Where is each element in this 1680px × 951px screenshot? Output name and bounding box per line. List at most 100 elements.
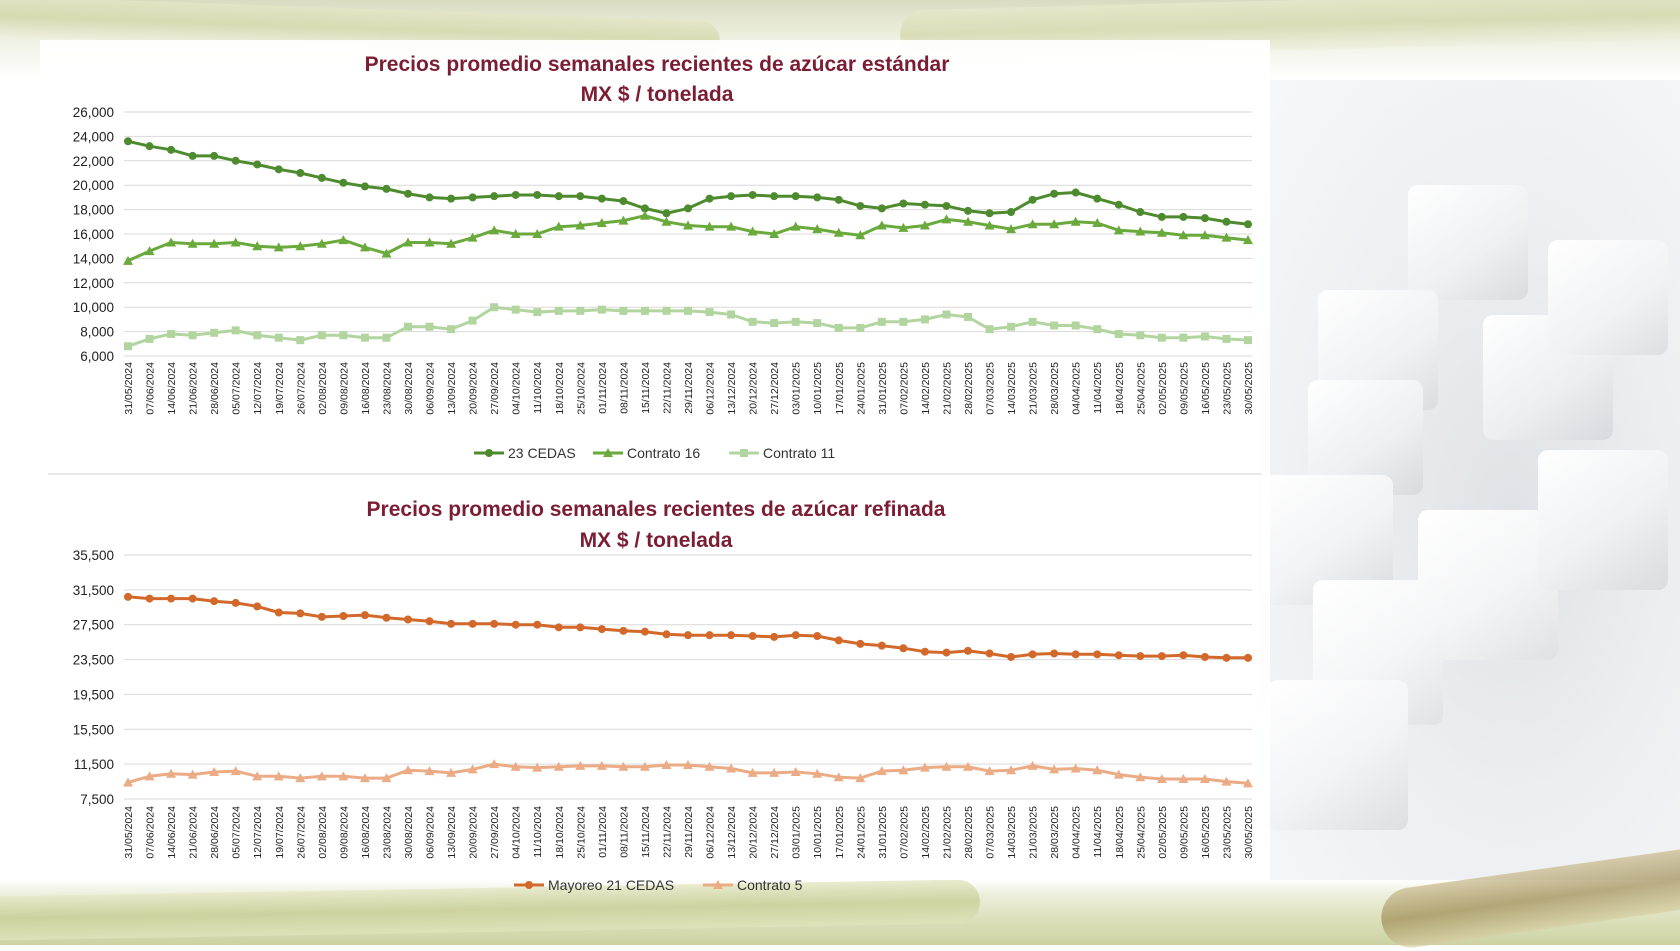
- data-point: [1156, 773, 1167, 783]
- data-point: [533, 620, 542, 629]
- x-tick-label: 12/07/2024: [252, 806, 264, 859]
- data-point: [747, 226, 758, 236]
- data-point: [705, 194, 714, 203]
- data-point: [404, 615, 412, 624]
- data-point: [424, 237, 435, 247]
- x-tick-label: 06/12/2024: [705, 806, 717, 859]
- legend-label: Contrato 5: [737, 877, 803, 893]
- legend-label: Contrato 16: [627, 445, 700, 461]
- data-point: [167, 145, 176, 154]
- data-point: [662, 306, 671, 315]
- x-tick-label: 27/12/2024: [769, 362, 781, 415]
- x-tick-label: 15/11/2024: [640, 362, 652, 414]
- data-point: [1006, 224, 1017, 234]
- data-point: [360, 611, 369, 620]
- data-point: [145, 142, 154, 151]
- data-point: [727, 631, 736, 640]
- data-point: [1050, 649, 1059, 658]
- data-point: [726, 221, 737, 231]
- data-point: [855, 230, 866, 240]
- x-tick-label: 11/04/2025: [1092, 806, 1104, 858]
- data-point: [553, 761, 564, 771]
- data-point: [1244, 220, 1252, 229]
- x-tick-label: 06/12/2024: [705, 362, 717, 415]
- data-point: [748, 190, 757, 199]
- data-point: [295, 773, 306, 783]
- data-point: [1114, 330, 1123, 339]
- data-point: [1114, 651, 1123, 660]
- y-tick-label: 35,500: [73, 548, 114, 563]
- data-point: [813, 632, 822, 641]
- x-tick-label: 22/11/2024: [661, 362, 673, 414]
- data-point: [123, 777, 133, 787]
- x-tick-label: 04/04/2025: [1071, 806, 1083, 859]
- data-point: [1092, 218, 1103, 228]
- data-point: [296, 336, 305, 345]
- data-point: [166, 237, 177, 247]
- data-point: [576, 306, 585, 315]
- data-point: [382, 184, 391, 193]
- data-point: [1200, 332, 1209, 341]
- data-point: [640, 627, 649, 636]
- x-tick-label: 17/01/2025: [834, 806, 846, 859]
- x-tick-label: 25/04/2025: [1135, 806, 1147, 859]
- data-point: [511, 620, 520, 629]
- legend-marker: [740, 449, 748, 457]
- x-tick-label: 04/10/2024: [511, 362, 523, 415]
- data-point: [1028, 195, 1037, 204]
- x-tick-label: 13/09/2024: [446, 362, 458, 415]
- data-point: [1136, 208, 1145, 217]
- data-point: [877, 204, 886, 213]
- data-point: [942, 201, 951, 210]
- x-tick-label: 28/03/2025: [1049, 806, 1061, 859]
- data-point: [425, 617, 434, 626]
- y-tick-label: 7,500: [80, 792, 114, 807]
- data-point: [576, 192, 585, 201]
- x-tick-label: 28/06/2024: [209, 806, 221, 859]
- y-tick-label: 22,000: [73, 154, 114, 169]
- data-point: [899, 644, 908, 653]
- x-tick-label: 27/09/2024: [489, 806, 501, 859]
- x-tick-label: 18/10/2024: [554, 362, 566, 415]
- legend-marker: [485, 449, 493, 457]
- data-point: [1070, 763, 1081, 773]
- data-point: [855, 773, 866, 783]
- x-tick-label: 19/07/2024: [274, 806, 286, 859]
- data-point: [468, 316, 477, 325]
- data-point: [144, 771, 155, 781]
- data-point: [1027, 219, 1038, 229]
- x-tick-label: 02/08/2024: [317, 806, 329, 859]
- x-tick-label: 02/05/2025: [1157, 806, 1169, 859]
- data-point: [468, 193, 477, 202]
- data-point: [856, 639, 865, 648]
- data-point: [727, 192, 736, 201]
- data-point: [596, 760, 607, 770]
- x-tick-label: 18/04/2025: [1114, 806, 1126, 859]
- data-point: [770, 192, 779, 201]
- legend-label: 23 CEDAS: [508, 445, 576, 461]
- data-point: [252, 241, 263, 251]
- data-point: [167, 594, 176, 603]
- y-tick-label: 20,000: [73, 178, 114, 193]
- data-point: [833, 772, 844, 782]
- data-point: [791, 192, 800, 201]
- data-point: [1093, 650, 1102, 659]
- data-point: [876, 766, 887, 776]
- x-tick-label: 07/02/2025: [898, 806, 910, 859]
- data-point: [833, 227, 844, 237]
- data-point: [964, 312, 972, 321]
- x-tick-label: 18/10/2024: [554, 806, 566, 859]
- data-point: [704, 221, 715, 231]
- x-tick-label: 31/01/2025: [877, 806, 889, 859]
- data-point: [274, 608, 283, 617]
- data-point: [727, 310, 736, 319]
- data-point: [253, 160, 262, 169]
- data-point: [447, 194, 456, 203]
- x-tick-label: 25/10/2024: [575, 806, 587, 859]
- data-point: [684, 204, 692, 213]
- data-point: [661, 760, 672, 770]
- data-point: [554, 192, 563, 201]
- data-point: [1200, 652, 1209, 661]
- x-tick-label: 10/01/2025: [812, 806, 824, 859]
- data-point: [770, 632, 779, 641]
